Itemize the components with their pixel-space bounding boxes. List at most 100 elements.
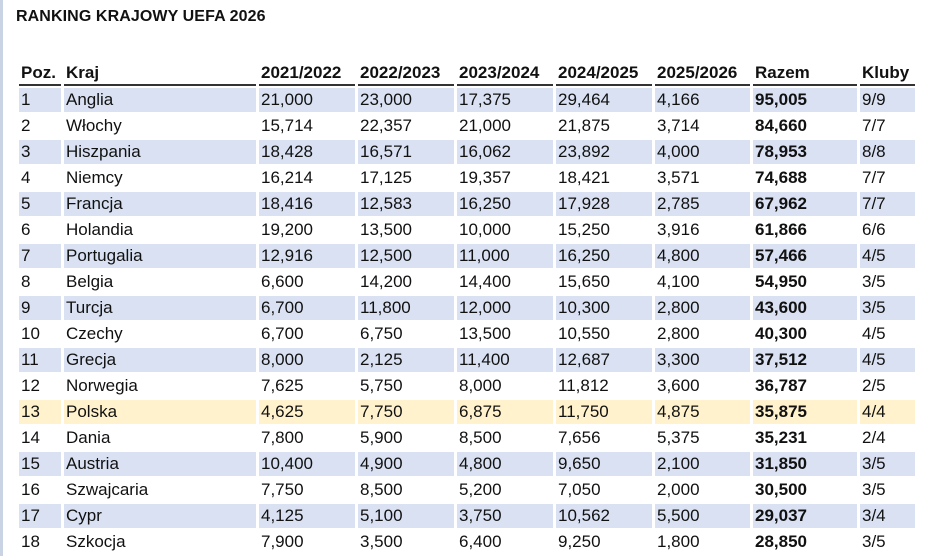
cell-total: 61,866 [755, 220, 807, 239]
cell-season-2023-2024: 11,400 [457, 348, 553, 372]
cell-season-2024-2025: 18,421 [558, 168, 610, 187]
cell-season-2024-2025: 15,650 [558, 272, 610, 291]
cell-season-2025-2026: 2,785 [655, 192, 750, 216]
cell-clubs: 6/6 [862, 220, 886, 239]
cell-season-2022-2023: 12,583 [358, 192, 454, 216]
cell-season-2024-2025: 17,928 [556, 192, 652, 216]
cell-season-2021-2022: 18,428 [259, 140, 355, 164]
cell-season-2025-2026: 3,600 [657, 376, 700, 395]
cell-season-2022-2023: 16,571 [358, 140, 454, 164]
column-header-position: Poz. [19, 62, 61, 86]
cell-season-2024-2025: 16,250 [556, 244, 652, 268]
cell-position: 2 [21, 116, 31, 135]
cell-season-2025-2026: 5,500 [655, 504, 750, 528]
cell-country: Cypr [64, 504, 256, 528]
cell-season-2021-2022: 8,000 [259, 348, 355, 372]
column-header-total: Razem [753, 62, 857, 86]
cell-season-2023-2024: 16,250 [457, 192, 553, 216]
cell-total: 35,875 [753, 400, 857, 424]
cell-season-2025-2026: 4,875 [655, 400, 750, 424]
cell-total: 84,660 [755, 116, 807, 135]
table-header-row: Poz. Kraj 2021/2022 2022/2023 2023/2024 2024/… [19, 62, 915, 86]
cell-clubs: 3/5 [862, 480, 886, 499]
column-header-season-2023-2024: 2023/2024 [457, 62, 553, 86]
cell-position: 7 [19, 244, 61, 268]
cell-season-2025-2026: 4,166 [655, 88, 750, 112]
cell-season-2021-2022: 6,700 [259, 296, 355, 320]
cell-season-2024-2025: 7,656 [558, 428, 601, 447]
cell-total: 43,600 [753, 296, 857, 320]
cell-season-2024-2025: 23,892 [556, 140, 652, 164]
cell-season-2022-2023: 12,500 [358, 244, 454, 268]
table-row: 4 Niemcy 16,214 17,125 19,357 18,421 3,571 74,6… [19, 166, 915, 190]
cell-season-2021-2022: 4,125 [259, 504, 355, 528]
cell-season-2022-2023: 11,800 [358, 296, 454, 320]
cell-country: Niemcy [66, 168, 123, 187]
cell-season-2022-2023: 17,125 [360, 168, 412, 187]
cell-position: 10 [21, 324, 40, 343]
cell-season-2023-2024: 3,750 [457, 504, 553, 528]
cell-season-2022-2023: 4,900 [358, 452, 454, 476]
cell-season-2025-2026: 4,000 [655, 140, 750, 164]
cell-season-2022-2023: 5,750 [360, 376, 403, 395]
cell-season-2025-2026: 2,100 [655, 452, 750, 476]
cell-total: 35,231 [755, 428, 807, 447]
cell-clubs: 8/8 [860, 140, 915, 164]
cell-position: 13 [19, 400, 61, 424]
table-row: 2 Włochy 15,714 22,357 21,000 21,875 3,714 84,6… [19, 114, 915, 138]
cell-position: 17 [19, 504, 61, 528]
cell-country: Norwegia [66, 376, 138, 395]
cell-clubs: 7/7 [860, 192, 915, 216]
table-row: 1 Anglia 21,000 23,000 17,375 29,464 4,166 95,0… [19, 88, 915, 112]
cell-season-2021-2022: 7,750 [261, 480, 304, 499]
cell-season-2021-2022: 12,916 [259, 244, 355, 268]
cell-season-2023-2024: 10,000 [459, 220, 511, 239]
cell-position: 9 [19, 296, 61, 320]
cell-position: 11 [19, 348, 61, 372]
cell-position: 1 [19, 88, 61, 112]
table-row: 9 Turcja 6,700 11,800 12,000 10,300 2,800 43,60… [19, 296, 915, 320]
cell-clubs: 4/4 [860, 400, 915, 424]
cell-season-2025-2026: 4,100 [657, 272, 700, 291]
cell-season-2021-2022: 7,900 [261, 532, 304, 551]
table-row: 10 Czechy 6,700 6,750 13,500 10,550 2,800 40,30… [19, 322, 915, 346]
table-row: 15 Austria 10,400 4,900 4,800 9,650 2,100 31,85… [19, 452, 915, 476]
cell-season-2025-2026: 2,000 [657, 480, 700, 499]
cell-season-2021-2022: 18,416 [259, 192, 355, 216]
cell-season-2025-2026: 2,800 [655, 296, 750, 320]
cell-season-2024-2025: 10,300 [556, 296, 652, 320]
cell-season-2021-2022: 15,714 [261, 116, 313, 135]
cell-clubs: 3/5 [862, 532, 886, 551]
cell-total: 74,688 [755, 168, 807, 187]
cell-season-2022-2023: 3,500 [360, 532, 403, 551]
cell-season-2023-2024: 8,500 [459, 428, 502, 447]
cell-clubs: 2/4 [862, 428, 886, 447]
cell-country: Belgia [66, 272, 114, 291]
cell-position: 3 [19, 140, 61, 164]
cell-clubs: 3/5 [862, 272, 886, 291]
cell-season-2024-2025: 11,812 [558, 376, 609, 395]
cell-season-2022-2023: 22,357 [360, 116, 412, 135]
cell-season-2021-2022: 6,700 [261, 324, 304, 343]
cell-season-2022-2023: 5,900 [360, 428, 403, 447]
cell-total: 30,500 [755, 480, 807, 499]
table-row: 13 Polska 4,625 7,750 6,875 11,750 4,875 35,875… [19, 400, 915, 424]
cell-season-2024-2025: 12,687 [556, 348, 652, 372]
cell-season-2023-2024: 16,062 [457, 140, 553, 164]
cell-country: Szkocja [66, 532, 126, 551]
cell-country: Turcja [64, 296, 256, 320]
cell-season-2021-2022: 19,200 [261, 220, 313, 239]
cell-total: 95,005 [753, 88, 857, 112]
cell-season-2023-2024: 4,800 [457, 452, 553, 476]
cell-season-2021-2022: 10,400 [259, 452, 355, 476]
cell-season-2025-2026: 3,571 [657, 168, 700, 187]
cell-position: 6 [21, 220, 31, 239]
cell-season-2025-2026: 5,375 [657, 428, 700, 447]
cell-season-2025-2026: 3,916 [657, 220, 700, 239]
table-row: 16 Szwajcaria 7,750 8,500 5,200 7,050 2,000 30,… [19, 478, 915, 502]
column-header-season-2025-2026: 2025/2026 [655, 62, 750, 86]
cell-country: Francja [64, 192, 256, 216]
page-title: RANKING KRAJOWY UEFA 2026 [16, 8, 266, 25]
cell-position: 16 [21, 480, 40, 499]
cell-season-2022-2023: 5,100 [358, 504, 454, 528]
